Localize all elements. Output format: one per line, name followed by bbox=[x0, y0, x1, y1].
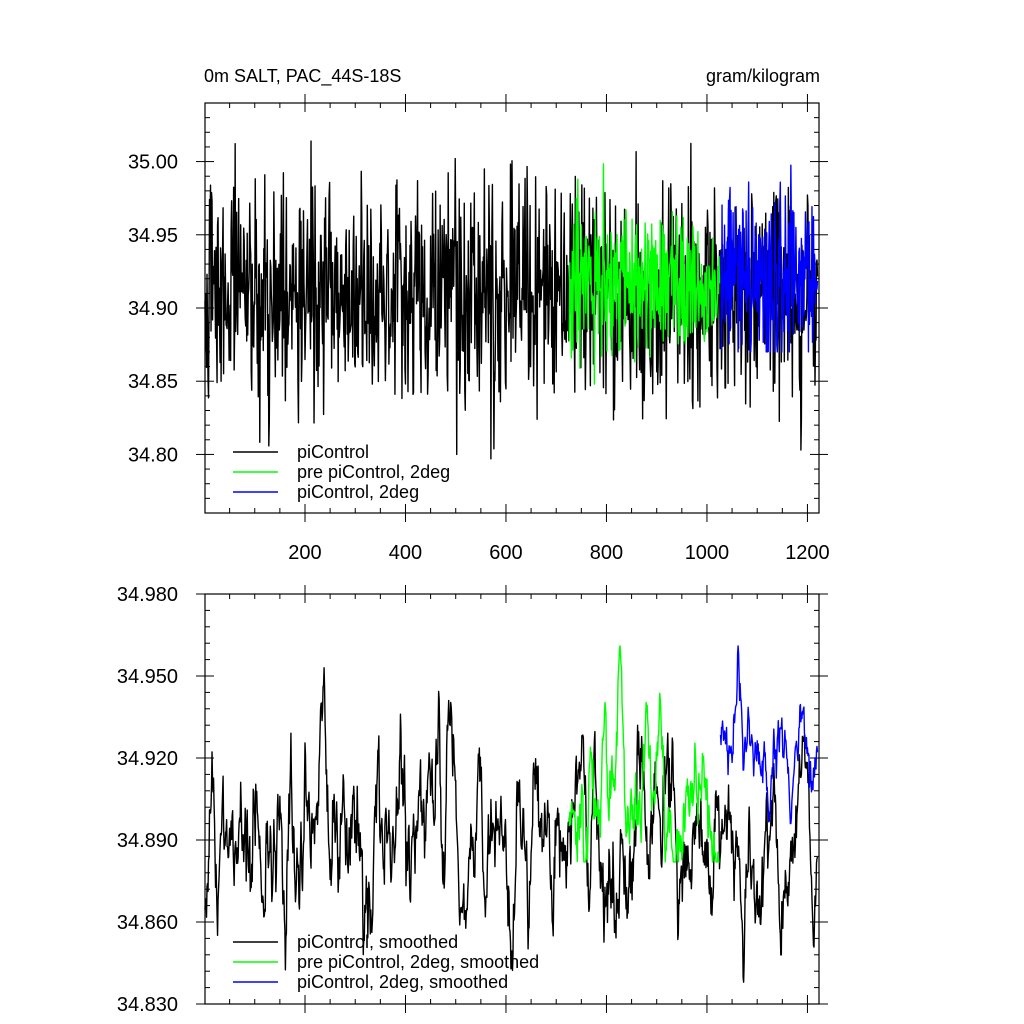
bottom-axis-ticks: 34.830 34.860 34.890 34.920 34.950 34.980 bbox=[117, 584, 828, 1016]
bottom-series-line-1 bbox=[204, 667, 819, 983]
top-series-line-3 bbox=[719, 164, 819, 353]
top-y-tick-label: 34.85 bbox=[128, 371, 178, 393]
top-x-tick-label: 1200 bbox=[785, 542, 830, 564]
top-y-tick-label: 35.00 bbox=[128, 152, 178, 174]
bottom-legend-label-1: piControl, smoothed bbox=[297, 932, 458, 952]
bottom-legend-label-2: pre piControl, 2deg, smoothed bbox=[297, 952, 539, 972]
top-legend-label-2: pre piControl, 2deg bbox=[297, 462, 450, 482]
top-series-line-2 bbox=[568, 163, 721, 385]
top-title-right: gram/kilogram bbox=[706, 66, 820, 86]
bottom-plot-frame bbox=[204, 593, 820, 1005]
top-y-tick-label: 34.95 bbox=[128, 225, 178, 247]
top-plot-frame bbox=[204, 102, 820, 514]
bottom-series-line-2 bbox=[568, 645, 720, 863]
bottom-y-tick-label: 34.830 bbox=[117, 994, 178, 1016]
top-x-tick-label: 200 bbox=[288, 542, 321, 564]
top-legend-label-1: piControl bbox=[297, 442, 369, 462]
top-panel: 0m SALT, PAC_44S-18S gram/kilogram 200 40… bbox=[128, 66, 830, 564]
top-title-left: 0m SALT, PAC_44S-18S bbox=[204, 66, 401, 87]
top-x-tick-label: 600 bbox=[489, 542, 522, 564]
top-x-tick-label: 400 bbox=[389, 542, 422, 564]
top-series-lines bbox=[204, 140, 819, 460]
bottom-y-tick-label: 34.980 bbox=[117, 584, 178, 606]
top-x-tick-label: 1000 bbox=[685, 542, 730, 564]
bottom-legend-label-3: piControl, 2deg, smoothed bbox=[297, 972, 508, 992]
bottom-series-line-3 bbox=[719, 645, 819, 825]
bottom-y-tick-label: 34.890 bbox=[117, 830, 178, 852]
top-y-tick-label: 34.80 bbox=[128, 444, 178, 466]
top-legend-label-3: piControl, 2deg bbox=[297, 482, 419, 502]
top-y-tick-label: 34.90 bbox=[128, 298, 178, 320]
bottom-y-tick-label: 34.920 bbox=[117, 748, 178, 770]
bottom-series-lines bbox=[204, 645, 819, 983]
bottom-y-tick-label: 34.950 bbox=[117, 666, 178, 688]
bottom-y-tick-label: 34.860 bbox=[117, 912, 178, 934]
top-x-tick-label: 800 bbox=[590, 542, 623, 564]
bottom-panel: 34.830 34.860 34.890 34.920 34.950 34.980 piC… bbox=[117, 584, 828, 1016]
